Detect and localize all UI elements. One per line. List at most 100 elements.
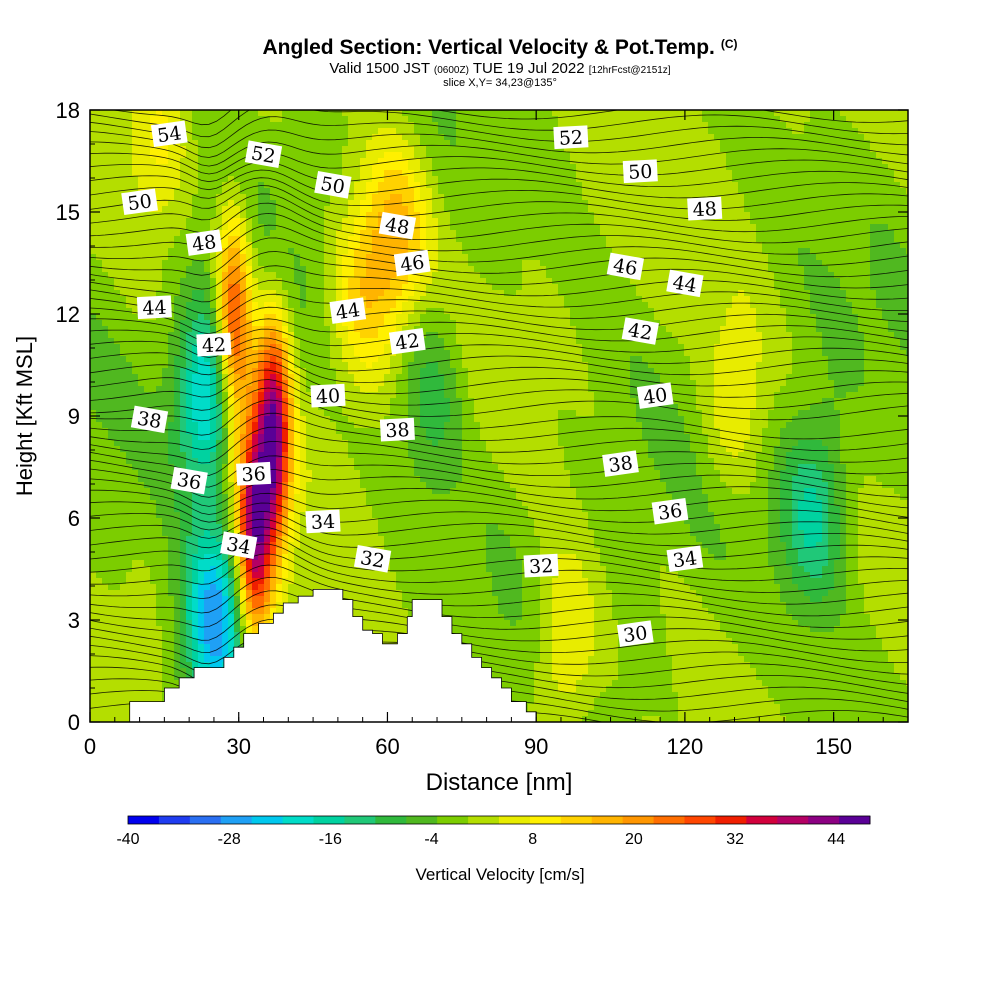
heat-cell	[180, 164, 187, 171]
heat-cell	[240, 152, 247, 159]
heat-cell	[216, 146, 223, 153]
heat-cell	[108, 398, 115, 405]
heat-cell	[330, 374, 337, 381]
heat-cell	[318, 284, 325, 291]
heat-cell	[126, 434, 133, 441]
heat-cell	[96, 224, 103, 231]
heat-cell	[228, 188, 235, 195]
heat-cell	[378, 176, 385, 183]
heat-cell	[96, 122, 103, 129]
heat-cell	[234, 296, 241, 303]
heat-cell	[162, 476, 169, 483]
heat-cell	[312, 350, 319, 357]
heat-cell	[138, 506, 145, 513]
heat-cell	[216, 284, 223, 291]
heat-cell	[96, 326, 103, 333]
heat-cell	[234, 164, 241, 171]
heat-cell	[288, 356, 295, 363]
heat-cell	[198, 254, 205, 261]
heat-cell	[120, 422, 127, 429]
heat-cell	[90, 224, 97, 231]
heat-cell	[144, 326, 151, 333]
heat-cell	[348, 290, 355, 297]
heat-cell	[108, 464, 115, 471]
heat-cell	[360, 146, 367, 153]
heat-cell	[252, 110, 259, 117]
heat-cell	[336, 146, 343, 153]
heat-cell	[192, 278, 199, 285]
heat-cell	[246, 494, 253, 501]
heat-cell	[360, 158, 367, 165]
heat-cell	[138, 146, 145, 153]
heat-cell	[120, 710, 127, 717]
heat-cell	[156, 332, 163, 339]
heat-cell	[192, 296, 199, 303]
heat-cell	[240, 284, 247, 291]
heat-cell	[354, 410, 361, 417]
heat-cell	[138, 272, 145, 279]
heat-cell	[240, 404, 247, 411]
heat-cell	[354, 266, 361, 273]
heat-cell	[210, 188, 217, 195]
heat-cell	[126, 242, 133, 249]
heat-cell	[294, 182, 301, 189]
heat-cell	[144, 320, 151, 327]
heat-cell	[138, 548, 145, 555]
heat-cell	[276, 608, 283, 615]
heat-cell	[156, 146, 163, 153]
heat-cell	[90, 194, 97, 201]
heat-cell	[282, 272, 289, 279]
heat-cell	[354, 290, 361, 297]
heat-cell	[348, 212, 355, 219]
heat-cell	[108, 476, 115, 483]
heat-cell	[360, 374, 367, 381]
heat-cell	[144, 224, 151, 231]
heat-cell	[282, 314, 289, 321]
heat-cell	[324, 428, 331, 435]
heat-cell	[216, 134, 223, 141]
heat-cell	[102, 602, 109, 609]
heat-cell	[306, 338, 313, 345]
heat-cell	[174, 332, 181, 339]
heat-cell	[210, 386, 217, 393]
heat-cell	[132, 398, 139, 405]
heat-cell	[342, 458, 349, 465]
heat-cell	[180, 248, 187, 255]
heat-cell	[276, 482, 283, 489]
heat-cell	[102, 662, 109, 669]
heat-cell	[324, 536, 331, 543]
heat-cell	[228, 314, 235, 321]
heat-cell	[102, 410, 109, 417]
heat-cell	[234, 110, 241, 117]
heat-cell	[276, 248, 283, 255]
heat-cell	[162, 680, 169, 687]
heat-cell	[378, 182, 385, 189]
heat-cell	[258, 344, 265, 351]
heat-cell	[102, 518, 109, 525]
heat-cell	[372, 164, 379, 171]
heat-cell	[234, 518, 241, 525]
heat-cell	[342, 590, 349, 597]
heat-cell	[246, 428, 253, 435]
heat-cell	[288, 548, 295, 555]
heat-cell	[90, 668, 97, 675]
heat-cell	[366, 164, 373, 171]
heat-cell	[228, 242, 235, 249]
heat-cell	[336, 278, 343, 285]
heat-cell	[318, 440, 325, 447]
heat-cell	[156, 446, 163, 453]
heat-cell	[378, 368, 385, 375]
heat-cell	[90, 572, 97, 579]
heat-cell	[372, 416, 379, 423]
heat-cell	[186, 668, 193, 675]
heat-cell	[288, 404, 295, 411]
heat-cell	[126, 554, 133, 561]
heat-cell	[132, 482, 139, 489]
heat-cell	[318, 116, 325, 123]
heat-cell	[114, 590, 121, 597]
heat-cell	[108, 620, 115, 627]
heat-cell	[198, 392, 205, 399]
heat-cell	[102, 668, 109, 675]
heat-cell	[168, 674, 175, 681]
heat-cell	[252, 242, 259, 249]
